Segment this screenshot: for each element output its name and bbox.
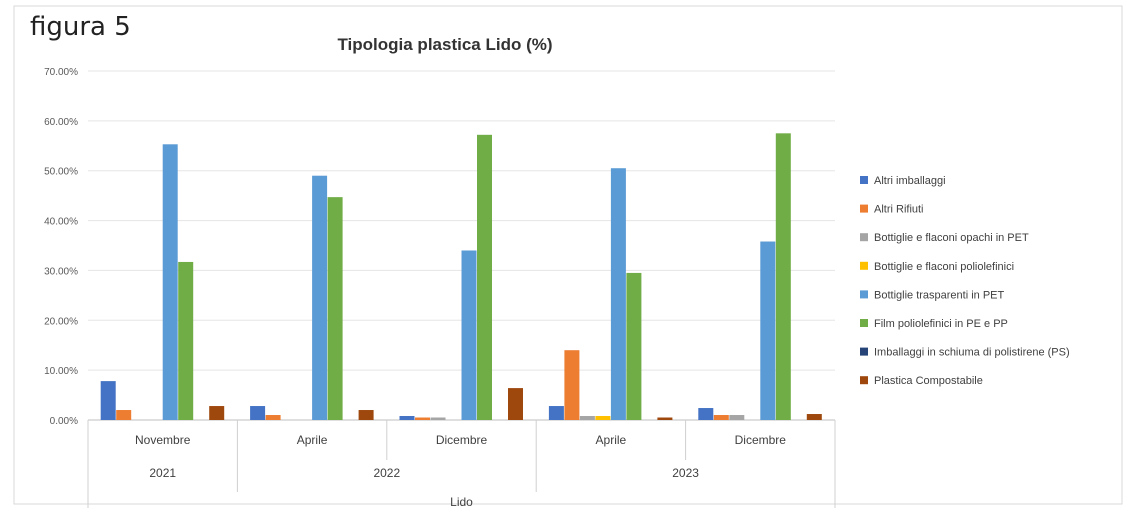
bar <box>461 250 477 420</box>
y-axis-ticks: 0.00% 10.00% 20.00% 30.00% 40.00% 50.00% 60.00… <box>44 67 78 427</box>
bar <box>430 417 446 420</box>
bar <box>729 415 745 420</box>
x-axis: Novembre Aprile Dicembre Aprile Dicembre 2021… <box>87 420 836 509</box>
category-label: Dicembre <box>735 433 787 447</box>
legend-entry: Bottiglie e flaconi opachi in PET <box>874 232 1029 244</box>
y-tick-label: 60.00% <box>44 117 78 128</box>
legend-entry: Altri imballaggi <box>874 175 946 187</box>
bar <box>358 410 374 420</box>
bar <box>265 415 281 420</box>
legend-entry: Film poliolefinici in PE e PP <box>874 318 1008 330</box>
legend-swatch <box>860 319 868 327</box>
bar <box>100 381 116 420</box>
y-tick-label: 70.00% <box>44 67 78 78</box>
category-label: Novembre <box>135 433 191 447</box>
bar <box>327 197 343 420</box>
bar <box>116 410 132 420</box>
bar <box>775 133 791 421</box>
legend-entry: Plastica Compostabile <box>874 375 983 387</box>
legend-swatch <box>860 376 868 385</box>
legend: Altri imballaggi Altri Rifiuti Bottiglie e… <box>860 175 1070 387</box>
legend-swatch <box>860 347 868 356</box>
y-tick-label: 50.00% <box>44 167 78 178</box>
bar <box>713 415 729 420</box>
group-label: 2023 <box>672 466 699 480</box>
bar <box>508 388 523 420</box>
bar <box>477 134 492 420</box>
y-tick-label: 40.00% <box>44 217 78 228</box>
y-tick-label: 30.00% <box>44 266 78 277</box>
bar <box>657 417 673 420</box>
bar <box>250 406 266 420</box>
y-tick-label: 0.00% <box>50 416 78 427</box>
bar <box>312 175 328 420</box>
chart-border <box>13 5 1123 505</box>
legend-swatch <box>860 233 868 242</box>
bar <box>209 406 225 420</box>
bar <box>399 416 415 420</box>
y-tick-label: 10.00% <box>44 366 78 377</box>
legend-swatch <box>860 290 868 299</box>
bar <box>548 406 564 420</box>
bar <box>564 350 580 420</box>
bar <box>595 416 611 420</box>
bar <box>610 168 626 420</box>
bar <box>579 416 595 420</box>
bars <box>100 133 822 421</box>
legend-swatch <box>860 204 868 213</box>
legend-entry: Imballaggi in schiuma di polistirene (PS… <box>874 347 1070 359</box>
bar <box>626 272 642 420</box>
y-tick-label: 20.00% <box>44 316 78 327</box>
x-axis-label: Lido <box>450 495 473 509</box>
bar <box>415 417 430 420</box>
bar <box>178 261 194 420</box>
category-label: Dicembre <box>436 433 488 447</box>
chart-title: Tipologia plastica Lido (%) <box>337 35 552 54</box>
category-label: Aprile <box>297 433 328 447</box>
group-label: 2021 <box>149 466 176 480</box>
category-label: Aprile <box>596 433 627 447</box>
legend-swatch <box>860 176 868 184</box>
legend-entry: Bottiglie e flaconi poliolefinici <box>874 261 1014 273</box>
figure-label: figura 5 <box>30 12 131 42</box>
legend-entry: Altri Rifiuti <box>874 204 924 216</box>
bar <box>760 241 776 420</box>
group-label: 2022 <box>373 466 400 480</box>
legend-entry: Bottiglie trasparenti in PET <box>874 289 1005 301</box>
bar <box>162 144 178 421</box>
bar <box>806 414 822 420</box>
legend-swatch <box>860 261 868 270</box>
bar <box>698 408 714 420</box>
